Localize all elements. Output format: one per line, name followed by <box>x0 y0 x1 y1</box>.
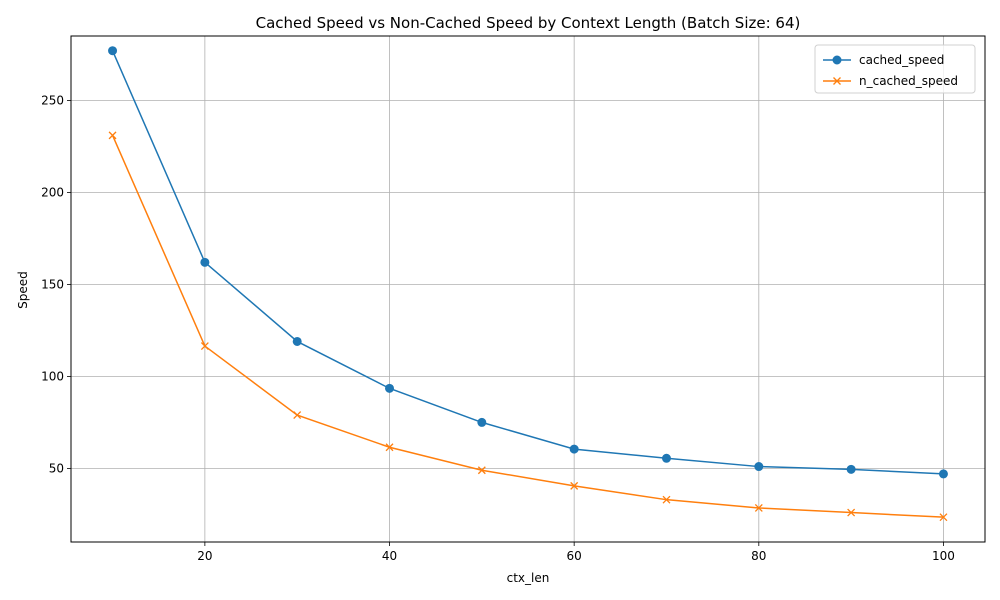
series-layer <box>108 46 948 522</box>
data-point <box>385 383 395 393</box>
legend-item: cached_speed <box>823 53 944 67</box>
data-point <box>754 462 764 472</box>
data-point <box>570 481 579 490</box>
series-line-n_cached_speed <box>111 135 944 518</box>
legend-marker <box>832 55 842 65</box>
y-tick-label: 150 <box>41 277 64 291</box>
data-point <box>477 466 486 475</box>
legend-marker <box>833 77 841 85</box>
x-tick-label: 80 <box>751 549 766 563</box>
data-point <box>754 504 763 512</box>
x-tick-label: 60 <box>567 549 582 563</box>
data-point <box>108 131 117 140</box>
data-point <box>292 336 302 346</box>
legend: cached_speed n_cached_speed <box>814 44 976 94</box>
x-tick-label: 20 <box>197 549 212 563</box>
data-point <box>200 257 210 267</box>
series-n_cached_speed <box>108 131 948 522</box>
y-tick-label: 100 <box>41 369 64 383</box>
legend-box <box>814 44 976 94</box>
x-tick-label: 40 <box>382 549 397 563</box>
grid <box>71 36 985 542</box>
data-point <box>477 417 487 427</box>
data-point <box>108 46 118 56</box>
data-point <box>847 508 856 517</box>
legend-label: n_cached_speed <box>859 74 958 88</box>
chart-title: Cached Speed vs Non-Cached Speed by Cont… <box>256 14 801 32</box>
data-point <box>662 495 671 504</box>
data-point <box>293 411 302 419</box>
y-tick-label: 200 <box>41 185 64 199</box>
series-cached_speed <box>108 46 948 479</box>
x-tick-label: 100 <box>932 549 955 563</box>
data-point <box>569 444 579 454</box>
data-point <box>200 342 209 350</box>
y-tick-label: 250 <box>41 93 64 107</box>
axis-ticks: 20 40 60 80 100 50 100 150 200 250 <box>41 93 955 563</box>
data-point <box>939 513 948 522</box>
data-point <box>385 443 394 452</box>
axes-frame <box>70 35 986 543</box>
legend-label: cached_speed <box>859 53 944 67</box>
series-line-cached_speed <box>111 50 944 475</box>
data-point <box>846 464 856 474</box>
y-axis-label: Speed <box>16 271 30 309</box>
data-point <box>661 453 671 463</box>
x-axis-label: ctx_len <box>507 571 550 585</box>
legend-item: n_cached_speed <box>823 74 958 88</box>
data-point <box>938 469 948 479</box>
y-tick-label: 50 <box>49 461 64 475</box>
